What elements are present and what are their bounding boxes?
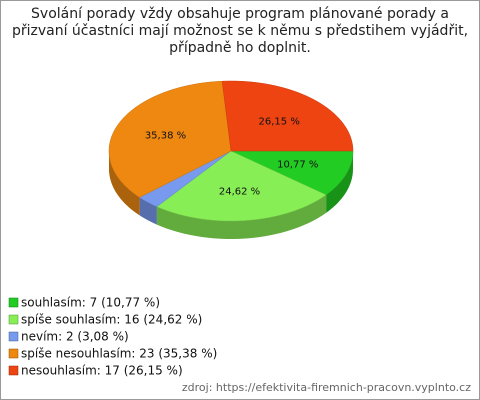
legend-swatch xyxy=(8,297,19,308)
value-label: 10,77 % xyxy=(277,159,318,170)
legend-label: nevím: 2 (3,08 %) xyxy=(21,330,129,344)
legend-swatch xyxy=(8,365,19,376)
legend-label: nesouhlasím: 17 (26,15 %) xyxy=(21,364,183,378)
slice-side xyxy=(109,151,140,216)
slice xyxy=(156,150,327,222)
value-label: 35,38 % xyxy=(145,131,186,142)
legend-label: spíše nesouhlasím: 23 (35,38 %) xyxy=(21,347,217,361)
legend-swatch xyxy=(8,348,19,359)
legend-swatch xyxy=(8,331,19,342)
legend-swatch xyxy=(8,314,19,325)
legend-label: spíše souhlasím: 16 (24,62 %) xyxy=(21,313,202,327)
slice xyxy=(108,80,232,198)
chart-title: Svolání porady vždy obsahuje program plá… xyxy=(11,6,469,56)
slice-side xyxy=(156,194,327,239)
value-label: 26,15 % xyxy=(259,116,300,127)
slice-side xyxy=(139,197,157,225)
slice-side xyxy=(326,151,353,213)
legend-label: souhlasím: 7 (10,77 %) xyxy=(21,296,160,310)
slice xyxy=(139,150,232,207)
source: zdroj: https://efektivita-firemnich-prac… xyxy=(182,381,471,394)
slice xyxy=(230,150,354,196)
slice xyxy=(221,80,354,152)
value-label: 24,62 % xyxy=(219,186,260,197)
